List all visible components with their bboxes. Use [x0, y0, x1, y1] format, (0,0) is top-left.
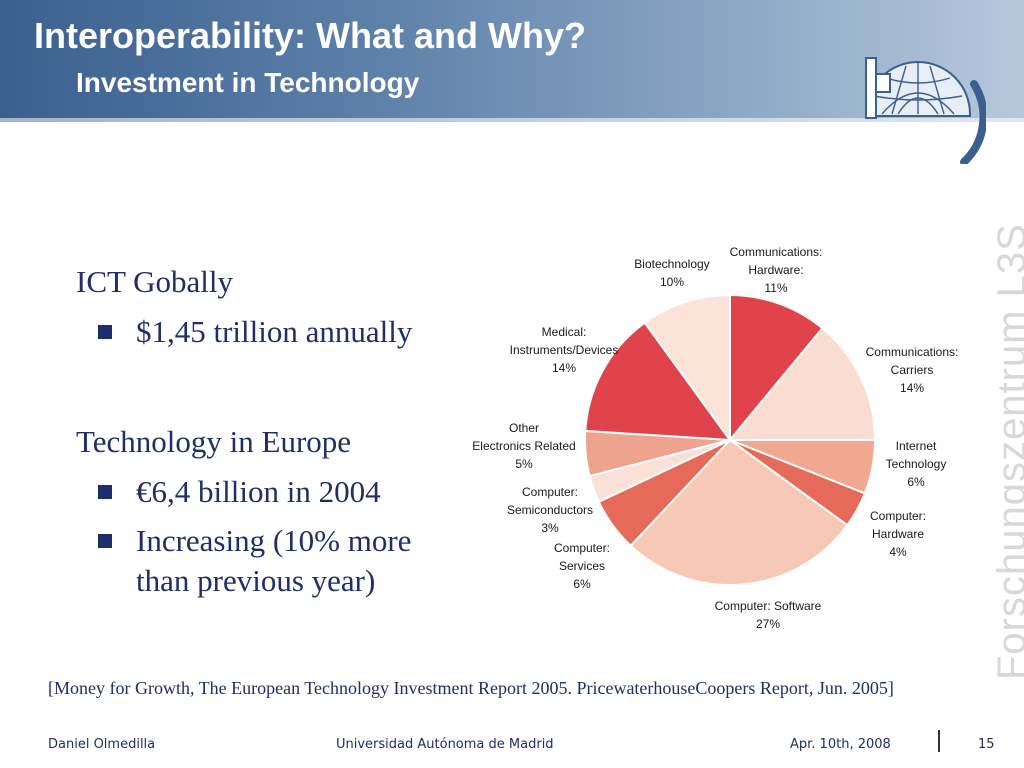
- slide-header: [0, 0, 1024, 118]
- pie-slice: [643, 293, 731, 444]
- slice-label: Computer: Hardware 4%: [870, 509, 926, 559]
- slice-label: Internet Technology 6%: [886, 439, 947, 489]
- slice-label: Biotechnology 10%: [634, 257, 709, 289]
- citation: [Money for Growth, The European Technolo…: [48, 678, 894, 698]
- bullet-increasing-line2: than previous year): [136, 563, 376, 598]
- slice-label: Computer: Semiconductors 3%: [507, 485, 593, 535]
- slice-label: Computer: Software 27%: [715, 599, 822, 631]
- slice-label: Medical: Instruments/Devices 14%: [510, 325, 619, 375]
- bullet-ict-annual: $1,45 trillion annually: [136, 314, 413, 349]
- slide-title: Interoperability: What and Why?: [34, 15, 587, 56]
- pie-chart: Communications: Hardware: 11% Communication…: [472, 245, 959, 631]
- pie-slice: [727, 326, 877, 441]
- slide-subtitle: Investment in Technology: [76, 67, 420, 98]
- heading-europe: Technology in Europe: [76, 424, 352, 459]
- bullet-europe-2004: €6,4 billion in 2004: [136, 474, 381, 509]
- slice-label: Other Electronics Related 5%: [472, 421, 575, 471]
- footer-institution: Universidad Autónoma de Madrid: [336, 737, 554, 752]
- bullet-increasing-line1: Increasing (10% more: [136, 523, 412, 558]
- bullet-icon: [98, 485, 112, 499]
- bullet-icon: [98, 325, 112, 339]
- pie-slice: [629, 438, 849, 586]
- l3s-logo-icon: [865, 57, 986, 164]
- page-number: 15: [978, 737, 995, 752]
- footer-author: Daniel Olmedilla: [48, 737, 156, 752]
- footer-date: Apr. 10th, 2008: [790, 737, 891, 752]
- header-divider: [0, 118, 1024, 122]
- heading-ict: ICT Gobally: [76, 264, 233, 299]
- pie-slice: [584, 321, 733, 442]
- side-brand-text: Forschungszentrum L3S: [990, 223, 1024, 680]
- footer-divider: [938, 730, 940, 752]
- slice-label: Communications: Carriers 14%: [866, 345, 959, 395]
- slice-label: Computer: Services 6%: [554, 541, 610, 591]
- bullet-icon: [98, 534, 112, 548]
- slice-label: Communications: Hardware: 11%: [730, 245, 823, 295]
- pie-slice: [729, 293, 824, 443]
